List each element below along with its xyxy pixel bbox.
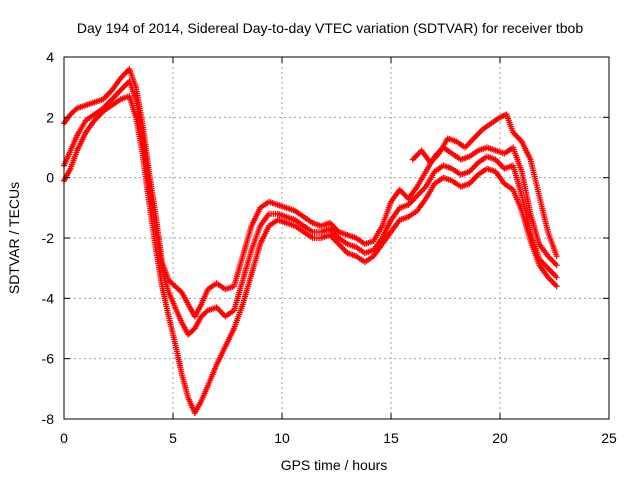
x-axis-label: GPS time / hours (281, 457, 388, 473)
y-tick-label: 0 (46, 170, 54, 186)
y-tick-label: -6 (42, 351, 55, 367)
data-point (553, 283, 560, 290)
data-point (72, 106, 79, 113)
data-point (203, 308, 210, 315)
chart-title: Day 194 of 2014, Sidereal Day-to-day VTE… (77, 20, 584, 36)
y-tick-label: -2 (42, 230, 55, 246)
data-point (553, 262, 560, 269)
series-arc-3 (61, 93, 560, 416)
x-tick-label: 10 (274, 430, 290, 446)
y-tick-label: 2 (46, 109, 54, 125)
y-tick-label: -8 (42, 411, 55, 427)
x-tick-label: 15 (383, 430, 399, 446)
y-tick-label: 4 (46, 49, 54, 65)
data-point (553, 253, 560, 260)
x-tick-label: 5 (169, 430, 177, 446)
points-layer (61, 66, 560, 416)
x-tick-label: 20 (492, 430, 508, 446)
x-tick-label: 25 (601, 430, 617, 446)
y-axis-label: SDTVAR / TECUs (6, 182, 22, 294)
y-tick-label: -4 (42, 290, 55, 306)
data-point (553, 274, 560, 281)
series-arc-4 (409, 111, 560, 260)
x-tick-label: 0 (60, 430, 68, 446)
